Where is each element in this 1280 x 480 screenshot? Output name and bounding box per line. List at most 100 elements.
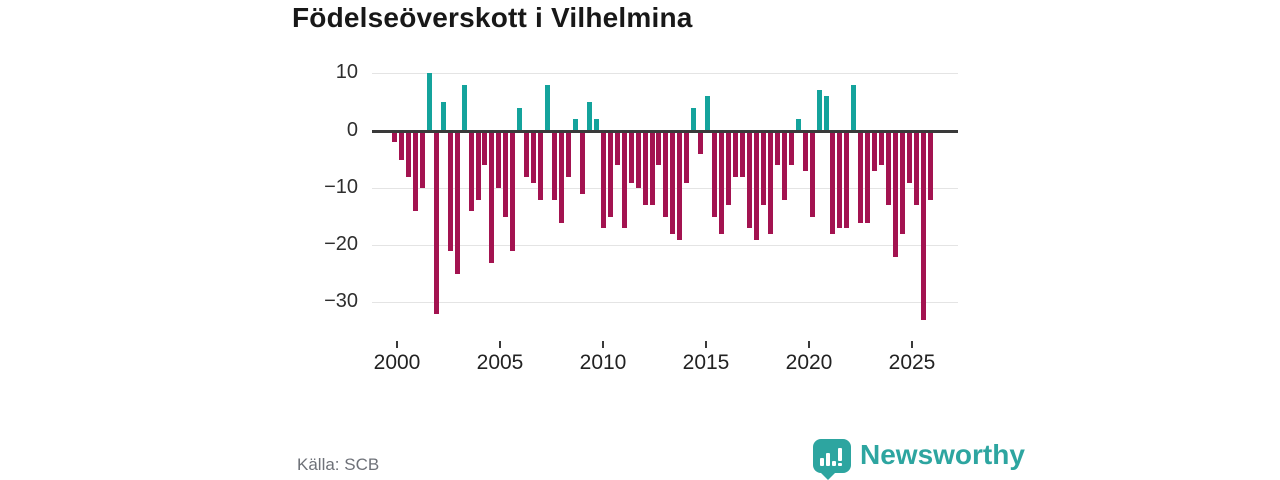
bar xyxy=(413,131,418,211)
bar xyxy=(629,131,634,183)
bar xyxy=(670,131,675,234)
x-tick-mark xyxy=(911,341,913,348)
zero-axis-line xyxy=(372,130,958,133)
bar xyxy=(879,131,884,165)
bar xyxy=(900,131,905,234)
bar xyxy=(817,90,822,130)
bar xyxy=(886,131,891,205)
bar xyxy=(643,131,648,205)
bar xyxy=(622,131,627,228)
x-tick-mark xyxy=(602,341,604,348)
y-tick-label: 0 xyxy=(346,119,358,141)
bar xyxy=(789,131,794,165)
bar xyxy=(503,131,508,217)
bar xyxy=(754,131,759,240)
bar xyxy=(399,131,404,160)
gridline xyxy=(372,73,958,74)
bar xyxy=(406,131,411,177)
bar xyxy=(824,96,829,130)
bar xyxy=(907,131,912,183)
bar xyxy=(441,102,446,131)
bar xyxy=(914,131,919,205)
bar xyxy=(434,131,439,314)
bar xyxy=(663,131,668,217)
chart-title: Födelseöverskott i Vilhelmina xyxy=(292,2,693,33)
bar xyxy=(803,131,808,171)
bar xyxy=(782,131,787,200)
bar xyxy=(455,131,460,274)
x-tick-mark xyxy=(499,341,501,348)
x-tick-label: 2015 xyxy=(682,351,730,374)
bar xyxy=(921,131,926,320)
bar xyxy=(476,131,481,200)
bar xyxy=(531,131,536,183)
y-tick-label: 10 xyxy=(335,61,358,83)
bar xyxy=(580,131,585,194)
bar xyxy=(462,85,467,131)
bar xyxy=(482,131,487,165)
bar xyxy=(705,96,710,130)
bar xyxy=(837,131,842,228)
bar xyxy=(684,131,689,183)
x-tick-label: 2000 xyxy=(373,351,421,374)
bar xyxy=(733,131,738,177)
gridline xyxy=(372,245,958,246)
x-tick-mark xyxy=(396,341,398,348)
bar xyxy=(851,85,856,131)
newsworthy-logo: Newsworthy xyxy=(813,438,1073,480)
x-tick-label: 2010 xyxy=(579,351,627,374)
bar xyxy=(768,131,773,234)
gridline xyxy=(372,302,958,303)
source-note: Källa: SCB xyxy=(297,455,380,474)
bar xyxy=(573,119,578,130)
x-tick-label: 2025 xyxy=(888,351,936,374)
bar xyxy=(858,131,863,223)
bar xyxy=(698,131,703,154)
y-tick-label: −20 xyxy=(324,233,358,255)
bar xyxy=(761,131,766,205)
bar xyxy=(594,119,599,130)
bar xyxy=(552,131,557,200)
bar xyxy=(448,131,453,251)
bar xyxy=(420,131,425,188)
bar xyxy=(559,131,564,223)
bar xyxy=(545,85,550,131)
newsworthy-bubble-icon xyxy=(813,439,851,473)
bar xyxy=(469,131,474,211)
bar xyxy=(587,102,592,131)
bar xyxy=(712,131,717,217)
x-tick-label: 2020 xyxy=(785,351,833,374)
y-tick-label: −10 xyxy=(324,176,358,198)
bar xyxy=(865,131,870,223)
bar xyxy=(928,131,933,200)
bar xyxy=(538,131,543,200)
bar xyxy=(677,131,682,240)
bar xyxy=(719,131,724,234)
y-tick-label: −30 xyxy=(324,290,358,312)
bar xyxy=(524,131,529,177)
bar xyxy=(747,131,752,228)
bar xyxy=(775,131,780,165)
bar xyxy=(615,131,620,165)
bar xyxy=(726,131,731,205)
bar xyxy=(830,131,835,234)
bar xyxy=(496,131,501,188)
bar xyxy=(517,108,522,131)
bar xyxy=(740,131,745,177)
x-tick-mark xyxy=(705,341,707,348)
bar xyxy=(510,131,515,251)
bar xyxy=(796,119,801,130)
bar xyxy=(392,131,397,142)
bar xyxy=(844,131,849,228)
brand-name: Newsworthy xyxy=(860,439,1025,470)
x-tick-mark xyxy=(808,341,810,348)
bar xyxy=(427,73,432,130)
bar xyxy=(893,131,898,257)
bar xyxy=(489,131,494,263)
bar xyxy=(810,131,815,217)
bar xyxy=(608,131,613,217)
bar xyxy=(636,131,641,188)
bar xyxy=(872,131,877,171)
bar xyxy=(650,131,655,205)
